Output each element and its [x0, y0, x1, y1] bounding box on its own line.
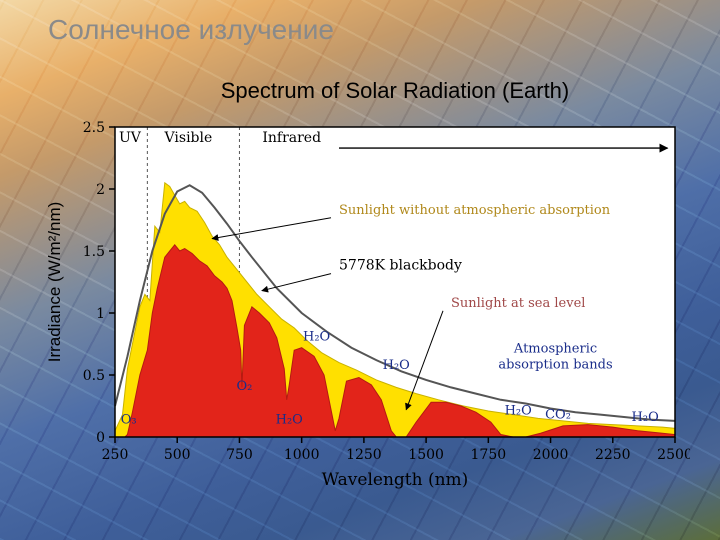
- band-label: H₂O: [383, 358, 410, 373]
- chart-title: Spectrum of Solar Radiation (Earth): [221, 78, 570, 103]
- annotation: Sunlight at sea level: [451, 296, 585, 311]
- annotation: 5778K blackbody: [339, 258, 462, 274]
- annotation: Sunlight without atmospheric absorption: [339, 203, 611, 218]
- y-tick-label: 0: [96, 430, 105, 446]
- x-tick-label: 500: [164, 447, 191, 463]
- x-tick-label: 1000: [284, 447, 320, 463]
- x-tick-label: 2250: [595, 447, 631, 463]
- x-tick-label: 250: [102, 447, 129, 463]
- annotation: absorption bands: [498, 358, 612, 373]
- solar-spectrum-chart: 250 500 750 1000 1250 1500 1750 2000 2250 2500 0 0.…: [40, 72, 690, 492]
- x-tick-label: 750: [226, 447, 253, 463]
- band-label: H₂O: [505, 404, 532, 419]
- slide-title: Солнечное излучение: [48, 14, 334, 46]
- x-tick-label: 2500: [657, 447, 690, 463]
- x-tick-label: 1500: [408, 447, 444, 463]
- y-tick-label: 1: [96, 306, 105, 322]
- band-label: O₃: [121, 412, 137, 427]
- band-label: CO₂: [545, 407, 571, 422]
- band-label: O₂: [236, 379, 252, 394]
- x-tick-label: 1250: [346, 447, 382, 463]
- annotation: Atmospheric: [513, 342, 597, 357]
- band-label: H₂O: [632, 410, 659, 425]
- x-tick-label: 1750: [471, 447, 507, 463]
- x-axis-label: Wavelength (nm): [322, 470, 469, 490]
- y-tick-label: 2.5: [83, 120, 105, 136]
- region-label: Visible: [164, 130, 213, 146]
- y-tick-label: 1.5: [83, 244, 105, 260]
- x-tick-label: 2000: [533, 447, 569, 463]
- y-tick-label: 0.5: [83, 368, 105, 384]
- region-label: Infrared: [262, 130, 321, 146]
- band-label: H₂O: [276, 412, 303, 427]
- y-axis-label: Irradiance (W/m²/nm): [45, 202, 64, 363]
- band-label: H₂O: [303, 329, 330, 344]
- y-tick-label: 2: [96, 182, 105, 198]
- region-label: UV: [119, 130, 142, 146]
